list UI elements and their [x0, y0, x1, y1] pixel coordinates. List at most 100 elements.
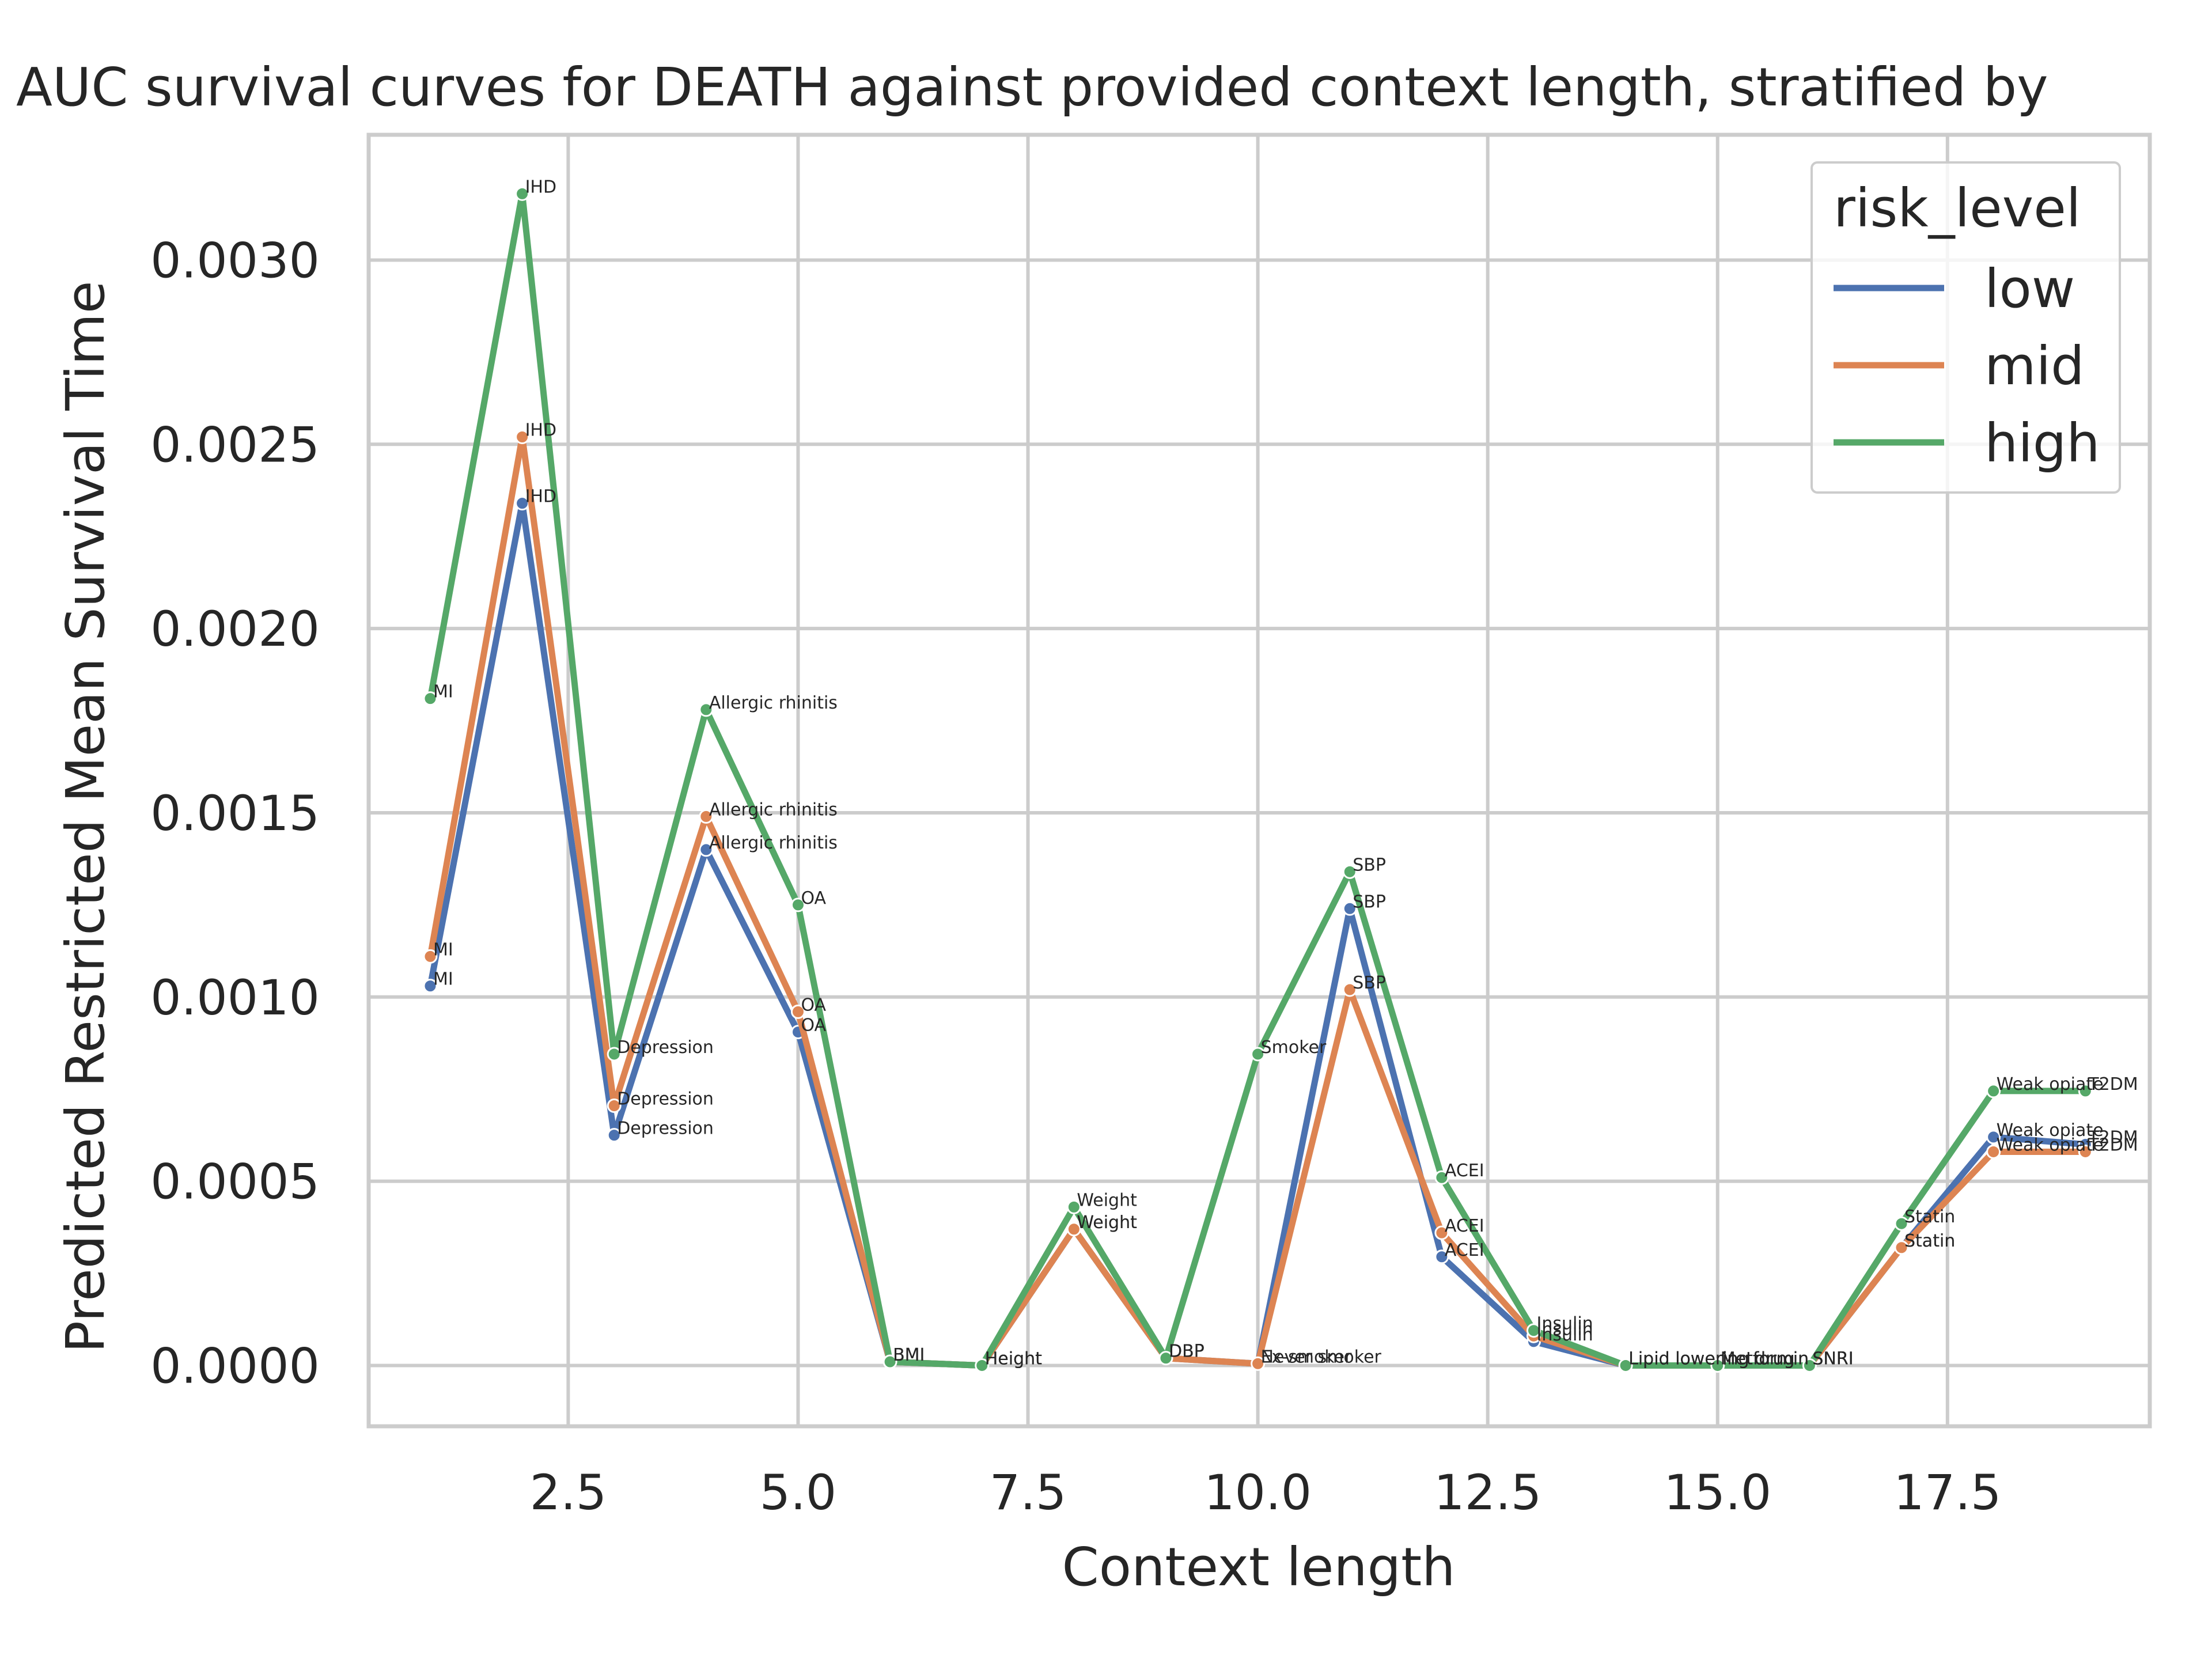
point-label: BMI: [893, 1345, 925, 1365]
point-label: Metformin: [1721, 1349, 1809, 1369]
plot-frame: [366, 132, 2152, 1429]
point-label: Height: [985, 1349, 1042, 1369]
point-label: BMI: [893, 1345, 925, 1365]
point-label: Height: [985, 1349, 1042, 1369]
data-point-high: [1342, 864, 1357, 879]
data-point-mid: [1986, 1144, 2001, 1159]
data-point-high: [1894, 1216, 1909, 1231]
point-label: Weak opiate: [1997, 1135, 2104, 1155]
point-label: MI: [433, 940, 453, 960]
point-label: Depression: [617, 1089, 714, 1109]
data-point-high: [2078, 1084, 2093, 1099]
y-tick-label: 0.0000: [150, 1338, 320, 1394]
x-tick-label: 2.5: [530, 1464, 607, 1521]
point-label: Weight: [1077, 1213, 1137, 1233]
point-label: Smoker: [1261, 1037, 1327, 1058]
data-point-mid: [423, 949, 438, 964]
data-point-mid: [1342, 982, 1357, 997]
data-point-mid: [515, 430, 530, 445]
x-tick-label: 10.0: [1204, 1464, 1312, 1521]
data-point-low: [1434, 1249, 1449, 1264]
point-label: DBP: [1169, 1342, 1205, 1362]
y-axis-label: Predicted Restricted Mean Survival Time: [55, 281, 116, 1353]
point-label: T2DM: [2088, 1128, 2138, 1148]
legend-entry-high: high: [1984, 412, 2100, 474]
point-label: DBP: [1169, 1342, 1205, 1362]
point-label: Allergic rhinitis: [709, 800, 838, 820]
series-high: [423, 186, 2093, 1373]
y-tick-label: 0.0010: [150, 969, 320, 1026]
x-tick-label: 17.5: [1893, 1464, 2001, 1521]
data-point-high: [882, 1354, 897, 1369]
point-label: Height: [985, 1349, 1042, 1369]
point-label: ACEI: [1445, 1240, 1484, 1260]
point-label: SNRI: [1812, 1349, 1853, 1369]
y-axis-ticks: 0.0000 0.0005 0.0010 0.0015 0.0020 0.0025 0.00…: [150, 232, 320, 1394]
data-point-low: [1342, 901, 1357, 916]
point-label: Lipid lowering drug: [1628, 1349, 1794, 1369]
point-label: OA: [801, 888, 826, 908]
x-tick-label: 12.5: [1434, 1464, 1541, 1521]
point-label: Depression: [617, 1037, 714, 1058]
data-point-mid: [2078, 1144, 2093, 1159]
data-point-high: [1434, 1170, 1449, 1185]
point-label: Never smoker: [1261, 1347, 1382, 1367]
data-point-high: [699, 702, 714, 717]
x-tick-label: 5.0: [760, 1464, 837, 1521]
point-label: DBP: [1169, 1342, 1205, 1362]
y-tick-label: 0.0025: [150, 416, 320, 473]
point-label: Metformin: [1721, 1349, 1809, 1369]
chart-title: AUC survival curves for DEATH against pr…: [16, 56, 2048, 118]
data-point-high: [1802, 1358, 1817, 1373]
y-tick-label: 0.0005: [150, 1154, 320, 1210]
data-point-high: [515, 186, 530, 201]
point-label: SBP: [1353, 973, 1386, 993]
point-label: SNRI: [1812, 1349, 1853, 1369]
point-label: SBP: [1353, 892, 1386, 912]
data-point-high: [423, 691, 438, 706]
x-axis-ticks: 2.5 5.0 7.5 10.0 12.5 15.0 17.5: [530, 1464, 2002, 1521]
data-point-high: [975, 1358, 990, 1373]
point-label: MI: [433, 682, 453, 702]
point-label: SNRI: [1812, 1349, 1853, 1369]
point-label: Allergic rhinitis: [709, 693, 838, 713]
y-tick-label: 0.0020: [150, 601, 320, 657]
data-point-mid: [607, 1098, 622, 1113]
plot-border: [366, 132, 2152, 1429]
point-label: T2DM: [2088, 1135, 2138, 1155]
point-label: Insulin: [1536, 1319, 1593, 1339]
data-point-high: [1158, 1351, 1173, 1366]
point-label: IHD: [525, 177, 557, 197]
series-layer: [423, 186, 2093, 1373]
data-point-mid: [790, 1004, 805, 1019]
point-label: Insulin: [1536, 1325, 1593, 1345]
point-label: OA: [801, 995, 826, 1015]
data-point-high: [1710, 1358, 1725, 1373]
data-point-mid: [699, 809, 714, 824]
point-label: BMI: [893, 1345, 925, 1365]
data-point-high: [1526, 1323, 1541, 1338]
data-point-high: [790, 897, 805, 912]
data-point-low: [1986, 1130, 2001, 1145]
legend-box: [1810, 161, 2121, 494]
data-point-mid: [1066, 1222, 1081, 1237]
point-label: Statin: [1904, 1231, 1955, 1251]
data-point-low: [607, 1128, 622, 1143]
data-point-low: [423, 979, 438, 994]
y-tick-label: 0.0015: [150, 785, 320, 842]
point-label: Metformin: [1721, 1349, 1809, 1369]
x-tick-label: 7.5: [990, 1464, 1067, 1521]
point-label: Statin: [1904, 1207, 1955, 1227]
x-axis-label: Context length: [1062, 1536, 1456, 1598]
point-label: Weight: [1077, 1213, 1137, 1233]
point-label: Weak opiate: [1997, 1074, 2104, 1094]
point-label: Lipid lowering drug: [1628, 1349, 1794, 1369]
legend-title: risk_level: [1834, 177, 2081, 239]
point-label: SBP: [1353, 855, 1386, 875]
data-point-high: [1986, 1084, 2001, 1099]
legend: risk_level low mid high: [1810, 161, 2121, 494]
legend-entry-mid: mid: [1984, 335, 2085, 397]
point-label: T2DM: [2088, 1074, 2138, 1094]
point-labels-layer: MI IHD Depression Allergic rhinitis OA BMI Hei…: [433, 177, 2138, 1369]
data-point-mid: [1434, 1225, 1449, 1240]
